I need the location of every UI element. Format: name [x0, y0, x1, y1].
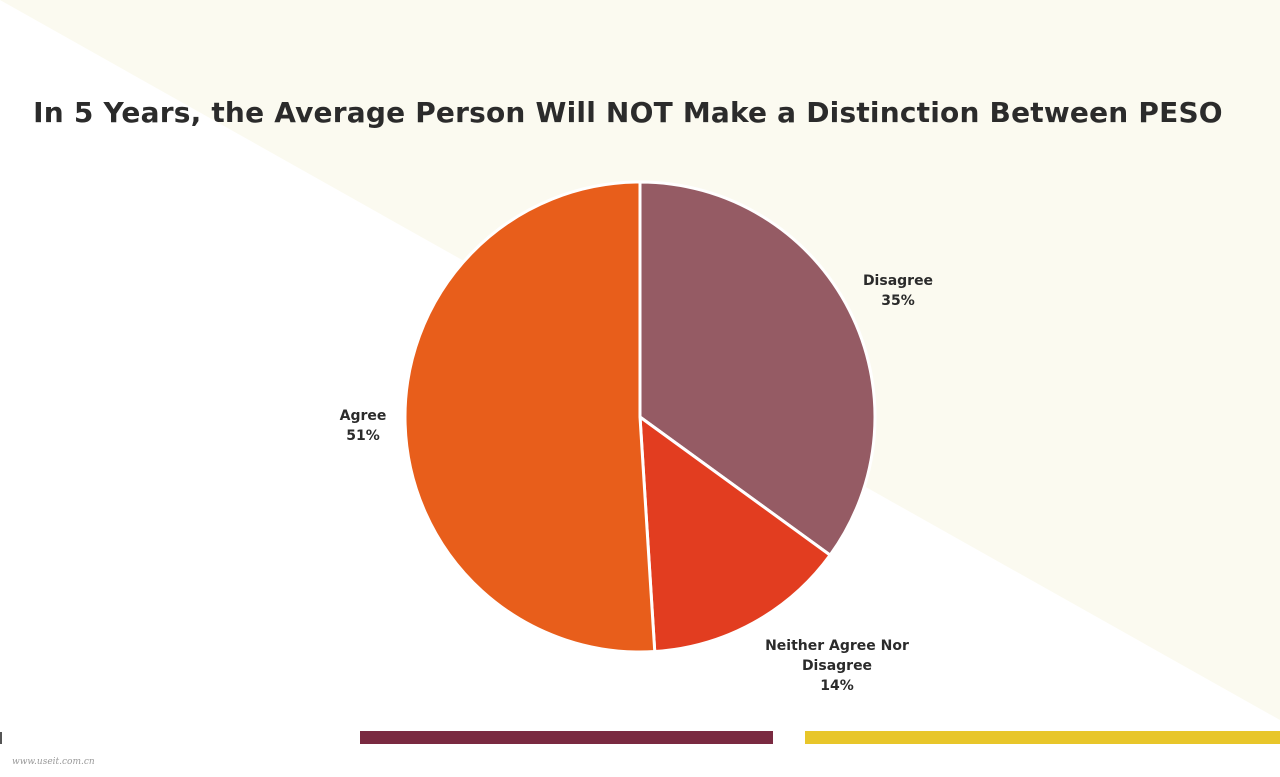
slice-label-disagree: Disagree 35%: [848, 271, 948, 311]
chart-title: In 5 Years, the Average Person Will NOT …: [33, 96, 1223, 129]
slice-name-disagree: Disagree: [862, 273, 934, 289]
footer-edge-tick: [0, 732, 2, 744]
slice-value-neither: 14%: [820, 678, 854, 694]
watermark: www.useit.com.cn: [12, 757, 95, 767]
footer-bar-maroon: [360, 731, 773, 744]
slice-value-agree: 51%: [346, 428, 380, 444]
slice-name-neither-line2: Disagree: [801, 658, 873, 674]
slice-value-disagree: 35%: [881, 293, 915, 309]
pie-slice-agree: [403, 180, 657, 654]
slice-name-agree: Agree: [339, 408, 387, 424]
slice-name-neither-line1: Neither Agree Nor: [765, 638, 909, 654]
slice-label-agree: Agree 51%: [323, 406, 403, 446]
pie-slice-disagree: [638, 180, 877, 557]
pie-slice-neither-agree-nor-disagree: [638, 415, 832, 654]
footer-bar-yellow: [805, 731, 1280, 744]
slice-label-neither: Neither Agree Nor Disagree 14%: [752, 636, 922, 696]
